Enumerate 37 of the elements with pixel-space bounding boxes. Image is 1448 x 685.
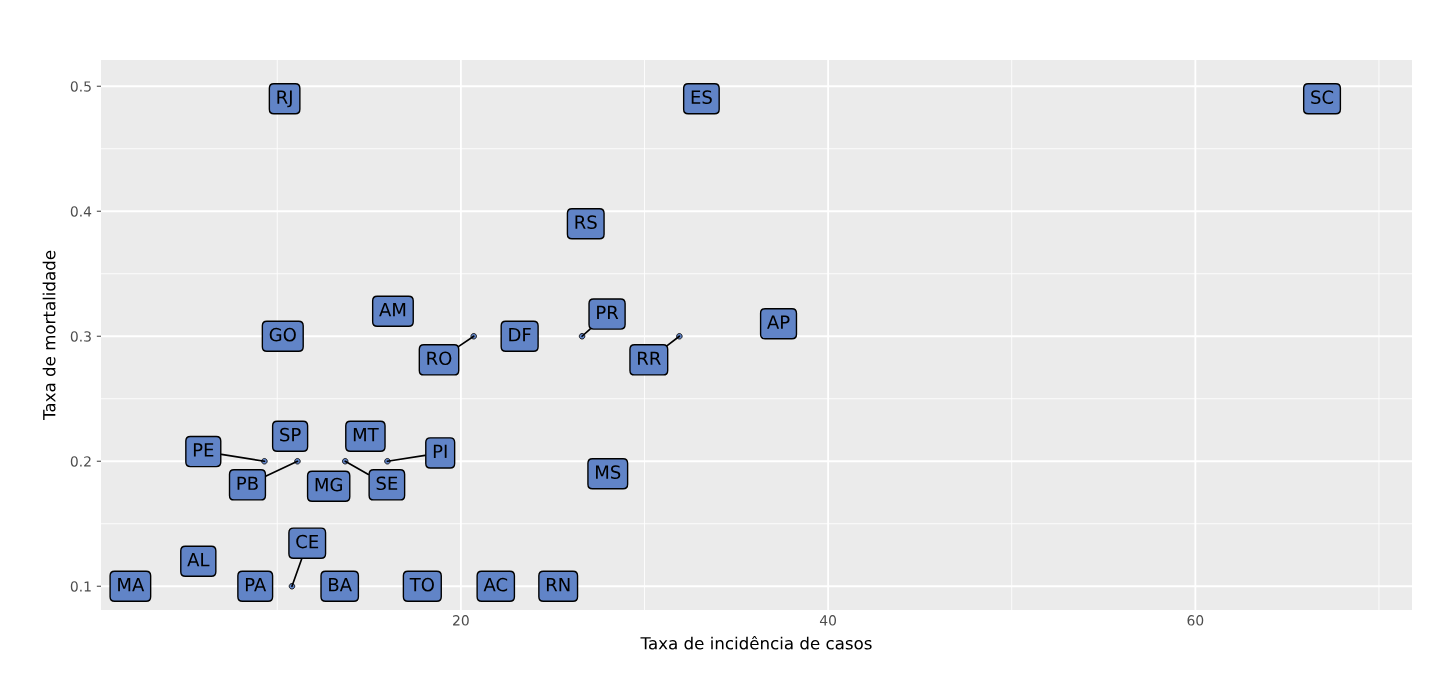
annotation: AP [767, 315, 790, 329]
annotation: RO [427, 351, 452, 366]
annotation: GO [269, 327, 296, 342]
annotation: DF [509, 328, 531, 342]
annotation: PE [193, 443, 214, 457]
annotation: PA [245, 578, 267, 592]
annotation: RN [546, 578, 570, 592]
annotation: RR [638, 351, 661, 365]
y-axis-title: Taxa de mortalidade [42, 250, 56, 421]
y-tick-label: 0.2 [70, 456, 91, 467]
annotation: RJ [277, 90, 292, 108]
y-tick-label: 0.1 [70, 581, 91, 592]
annotation: MT [353, 428, 379, 442]
annotation: PI [433, 444, 447, 458]
y-tick-label: 0.4 [70, 206, 92, 217]
annotation: AM [379, 303, 406, 317]
annotation: PR [597, 305, 619, 320]
x-axis-title: Taxa de incidência de casos [640, 635, 872, 650]
annotation: CE [296, 534, 319, 549]
annotation: SC [1311, 90, 1334, 104]
annotation: SP [280, 427, 301, 442]
x-tick-label: 60 [1187, 615, 1204, 626]
annotation: AC [483, 577, 508, 592]
annotation: MG [315, 477, 342, 492]
annotation: PB [237, 476, 258, 490]
annotation: SE [376, 476, 398, 491]
y-tick-label: 0.3 [70, 331, 91, 342]
annotation: BA [329, 578, 352, 592]
annotation: RS [575, 215, 597, 229]
y-tick-label: 0.5 [70, 81, 91, 92]
annotation: AL [187, 553, 210, 567]
x-tick-label: 40 [819, 615, 837, 626]
annotation: MS [596, 465, 621, 479]
annotation: TO [409, 577, 434, 592]
annotation: MA [118, 578, 145, 592]
x-tick-label: 20 [453, 615, 469, 626]
annotation: ES [691, 90, 712, 104]
